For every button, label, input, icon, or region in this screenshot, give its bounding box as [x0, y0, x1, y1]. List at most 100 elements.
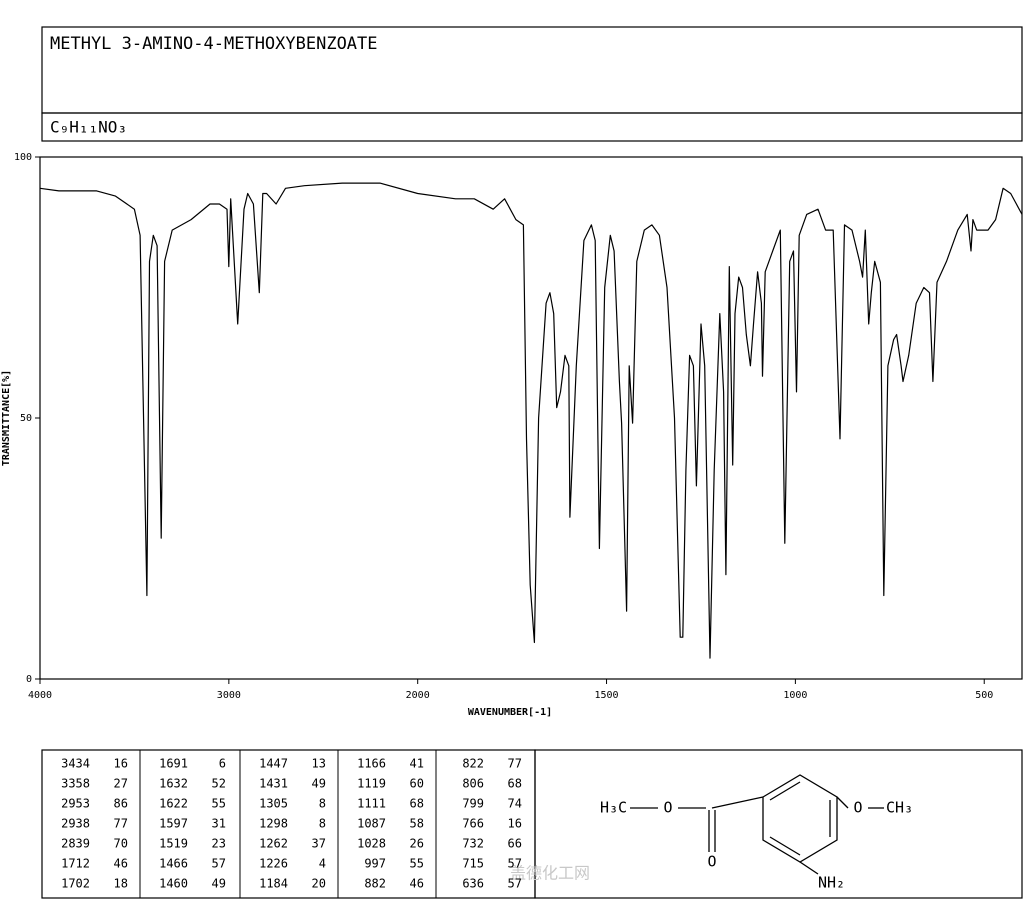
wavenumber-cell: 1166	[357, 757, 386, 771]
y-tick-label: 50	[20, 413, 32, 424]
transmittance-cell: 46	[410, 877, 424, 891]
wavenumber-cell: 1519	[159, 837, 188, 851]
transmittance-cell: 60	[410, 777, 424, 791]
y-tick-label: 0	[26, 674, 32, 685]
transmittance-cell: 55	[212, 797, 226, 811]
wavenumber-cell: 806	[462, 777, 484, 791]
transmittance-cell: 6	[219, 757, 226, 771]
transmittance-cell: 52	[212, 777, 226, 791]
wavenumber-cell: 1691	[159, 757, 188, 771]
wavenumber-cell: 1712	[61, 857, 90, 871]
spectrum-line	[39, 182, 1023, 659]
ring	[762, 774, 838, 863]
wavenumber-cell: 1447	[259, 757, 288, 771]
wavenumber-cell: 1622	[159, 797, 188, 811]
transmittance-cell: 41	[410, 757, 424, 771]
formula-box	[41, 112, 1023, 142]
wavenumber-cell: 1597	[159, 817, 188, 831]
transmittance-cell: 57	[212, 857, 226, 871]
x-tick-label: 1000	[783, 690, 807, 701]
atom: H₃C	[600, 799, 627, 817]
atom: CH₃	[886, 799, 913, 817]
wavenumber-cell: 1702	[61, 877, 90, 891]
wavenumber-cell: 3434	[61, 757, 90, 771]
transmittance-cell: 23	[212, 837, 226, 851]
wavenumber-cell: 2953	[61, 797, 90, 811]
x-tick-label: 2000	[406, 690, 430, 701]
transmittance-cell: 20	[312, 877, 326, 891]
transmittance-cell: 26	[410, 837, 424, 851]
bond	[711, 796, 764, 809]
x-tick-label: 3000	[217, 690, 241, 701]
transmittance-cell: 31	[212, 817, 226, 831]
structure-bonds	[630, 774, 884, 875]
bond	[799, 861, 819, 875]
transmittance-cell: 77	[508, 757, 522, 771]
transmittance-cell: 55	[410, 857, 424, 871]
wavenumber-cell: 1184	[259, 877, 288, 891]
bond	[836, 796, 849, 809]
wavenumber-cell: 1028	[357, 837, 386, 851]
transmittance-cell: 18	[114, 877, 128, 891]
transmittance-cell: 13	[312, 757, 326, 771]
transmittance-cell: 57	[508, 877, 522, 891]
transmittance-cell: 49	[312, 777, 326, 791]
transmittance-cell: 27	[114, 777, 128, 791]
wavenumber-cell: 1460	[159, 877, 188, 891]
wavenumber-cell: 882	[364, 877, 386, 891]
transmittance-cell: 49	[212, 877, 226, 891]
y-tick-label: 100	[14, 152, 32, 163]
wavenumber-cell: 2839	[61, 837, 90, 851]
wavenumber-cell: 1262	[259, 837, 288, 851]
x-tick-label: 500	[975, 690, 993, 701]
x-axis-label: WAVENUMBER[-1]	[468, 707, 552, 718]
wavenumber-cell: 1305	[259, 797, 288, 811]
transmittance-cell: 16	[114, 757, 128, 771]
transmittance-cell: 8	[319, 797, 326, 811]
wavenumber-cell: 1087	[357, 817, 386, 831]
wavenumber-cell: 1431	[259, 777, 288, 791]
bond	[769, 836, 801, 856]
wavenumber-cell: 2938	[61, 817, 90, 831]
transmittance-cell: 66	[508, 837, 522, 851]
wavenumber-cell: 3358	[61, 777, 90, 791]
transmittance-cell: 77	[114, 817, 128, 831]
wavenumber-cell: 732	[462, 837, 484, 851]
transmittance-cell: 8	[319, 817, 326, 831]
wavenumber-cell: 1111	[357, 797, 386, 811]
wavenumber-cell: 766	[462, 817, 484, 831]
atom: O	[853, 799, 862, 817]
transmittance-cell: 16	[508, 817, 522, 831]
wavenumber-cell: 1632	[159, 777, 188, 791]
wavenumber-cell: 1298	[259, 817, 288, 831]
formula: C₉H₁₁NO₃	[50, 118, 127, 137]
transmittance-cell: 74	[508, 797, 522, 811]
wavenumber-cell: 715	[462, 857, 484, 871]
atom: NH₂	[818, 874, 845, 892]
transmittance-cell: 68	[508, 777, 522, 791]
wavenumber-cell: 822	[462, 757, 484, 771]
y-axis-label: TRANSMITTANCE[%]	[1, 370, 12, 466]
transmittance-cell: 4	[319, 857, 326, 871]
transmittance-cell: 37	[312, 837, 326, 851]
transmittance-cell: 70	[114, 837, 128, 851]
watermark: 盖德化工网	[510, 864, 590, 883]
wavenumber-cell: 636	[462, 877, 484, 891]
atom: O	[663, 799, 672, 817]
x-tick-label: 4000	[28, 690, 52, 701]
atom: O	[707, 853, 716, 871]
structure-box	[534, 749, 1023, 899]
wavenumber-cell: 1466	[159, 857, 188, 871]
wavenumber-cell: 997	[364, 857, 386, 871]
wavenumber-cell: 1119	[357, 777, 386, 791]
wavenumber-cell: 799	[462, 797, 484, 811]
transmittance-cell: 57	[508, 857, 522, 871]
title: METHYL 3-AMINO-4-METHOXYBENZOATE	[50, 34, 378, 54]
transmittance-cell: 46	[114, 857, 128, 871]
transmittance-cell: 86	[114, 797, 128, 811]
transmittance-cell: 68	[410, 797, 424, 811]
transmittance-cell: 58	[410, 817, 424, 831]
x-tick-label: 1500	[594, 690, 618, 701]
bond	[769, 781, 801, 801]
